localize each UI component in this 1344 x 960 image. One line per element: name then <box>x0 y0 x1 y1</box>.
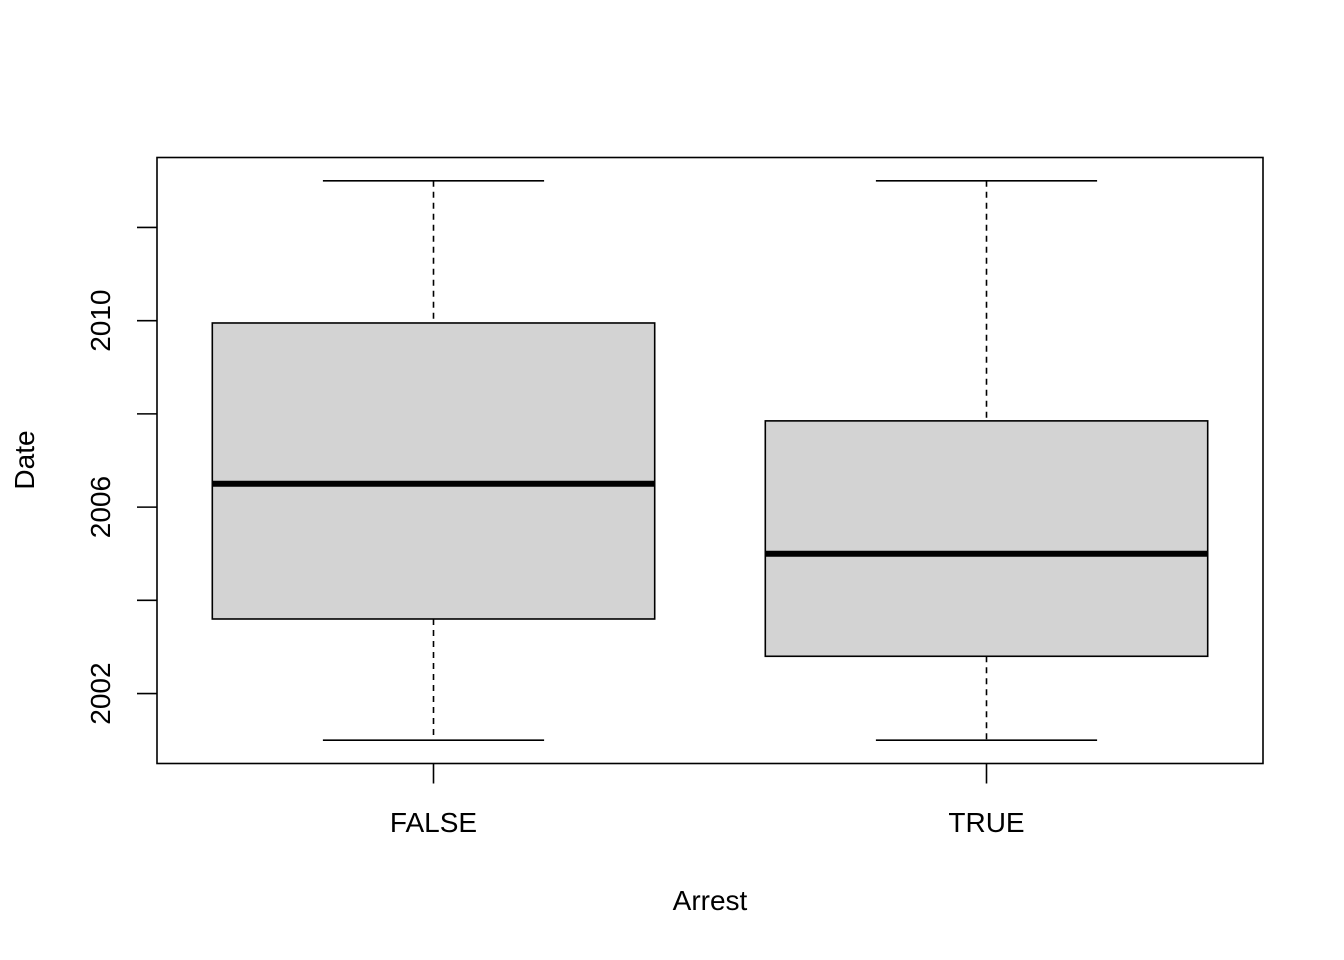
box-false <box>211 180 656 741</box>
y-axis-label: Date <box>9 430 40 489</box>
box-true <box>764 180 1209 741</box>
x-axis: FALSE TRUE <box>390 763 1025 838</box>
plot-frame <box>156 156 1264 765</box>
iqr-box <box>211 322 656 620</box>
iqr-box <box>764 420 1209 658</box>
x-tick-label: TRUE <box>948 807 1024 838</box>
x-tick-label: FALSE <box>390 807 477 838</box>
x-axis-label: Arrest <box>673 885 748 916</box>
y-axis: 2002 2006 2010 <box>85 226 157 725</box>
y-tick-label: 2006 <box>85 476 116 538</box>
y-tick-label: 2002 <box>85 662 116 724</box>
plot-layer <box>211 180 1209 741</box>
y-tick-label: 2010 <box>85 290 116 352</box>
